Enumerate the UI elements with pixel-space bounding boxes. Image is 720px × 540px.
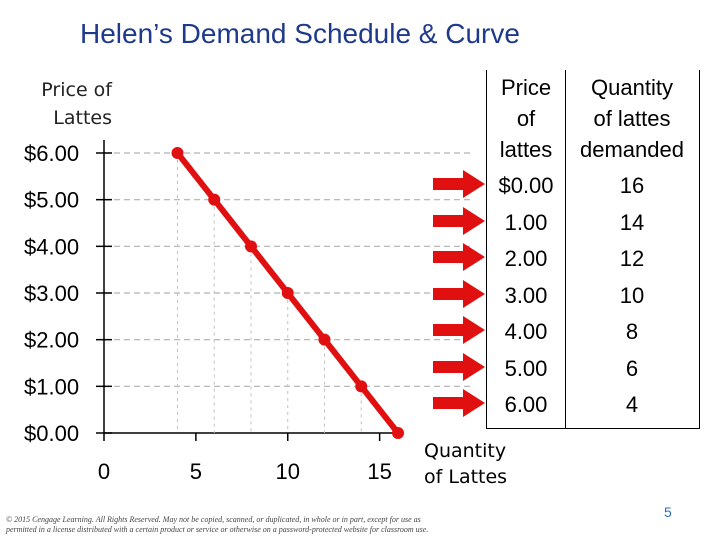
row-arrow-icon [433,389,485,417]
y-tick-label: $6.00 [24,141,79,166]
table-cell-quantity: 4 [625,392,639,417]
data-point [392,427,404,439]
table-cell-price: 4.00 [504,319,548,344]
x-tick-label: 5 [190,459,202,484]
table-cell-price: 3.00 [504,282,548,308]
y-tick-label: $1.00 [24,374,79,399]
slide-title: Helen’s Demand Schedule & Curve [80,18,520,49]
table-cell-quantity: 14 [619,209,645,235]
data-point [245,240,257,253]
y-tick-label: $3.00 [24,281,79,306]
row-arrow-icon [433,352,485,381]
x-axis-label: Quantity of Lattes [424,440,508,488]
table-row: 5.00 6 [487,351,699,387]
table-row: 1.00 14 [487,205,699,241]
row-arrow-icon [433,316,485,344]
table-cell-quantity: 8 [625,319,639,344]
table-row: 4.00 8 [487,314,699,350]
table-header-price: Price of lattes [499,75,553,162]
row-arrow-icon [433,243,485,271]
table-column-divider [565,70,566,428]
table-row: 6.00 4 [487,387,699,423]
table-header-quantity-text: Quantity of lattes demanded [580,75,684,162]
row-arrow-icon [433,206,485,235]
y-tick-label: $4.00 [24,234,79,259]
y-axis-label: Price of Lattes [41,79,112,129]
page-number: 5 [664,504,672,520]
table-cell-quantity: 6 [625,355,639,381]
copyright-footer: © 2015 Cengage Learning. All Rights Rese… [6,515,429,534]
y-tick-label: $2.00 [24,328,79,353]
table-cell-quantity: 12 [619,246,645,271]
table-row: 2.00 12 [487,241,699,277]
data-point [355,380,368,393]
row-arrow-icon [433,279,485,308]
data-point [281,287,294,299]
table-cell-quantity: 10 [619,282,645,308]
y-tick-label: $0.00 [24,421,79,446]
data-point [171,147,184,159]
table-cell-price: 6.00 [504,392,548,417]
row-arrow-icon [433,170,485,198]
y-tick-label: $5.00 [24,188,79,213]
x-tick-label: 0 [98,459,110,484]
table-row: 3.00 10 [487,278,699,314]
table-cell-price: 5.00 [504,355,548,381]
table-row: $0.00 16 [487,168,699,204]
x-tick-label: 15 [367,459,391,484]
data-point [318,333,331,346]
table-cell-price: $0.00 [498,173,554,198]
table-cell-price: 1.00 [504,209,548,235]
table-header-quantity: Quantity of lattes demanded [565,72,699,165]
x-tick-label: 10 [276,459,300,484]
table-cell-price: 2.00 [504,246,548,271]
demand-schedule-table: Price of lattes Quantity of lattes demanded … [486,70,700,429]
data-point [208,193,221,206]
table-cell-quantity: 16 [619,173,645,198]
